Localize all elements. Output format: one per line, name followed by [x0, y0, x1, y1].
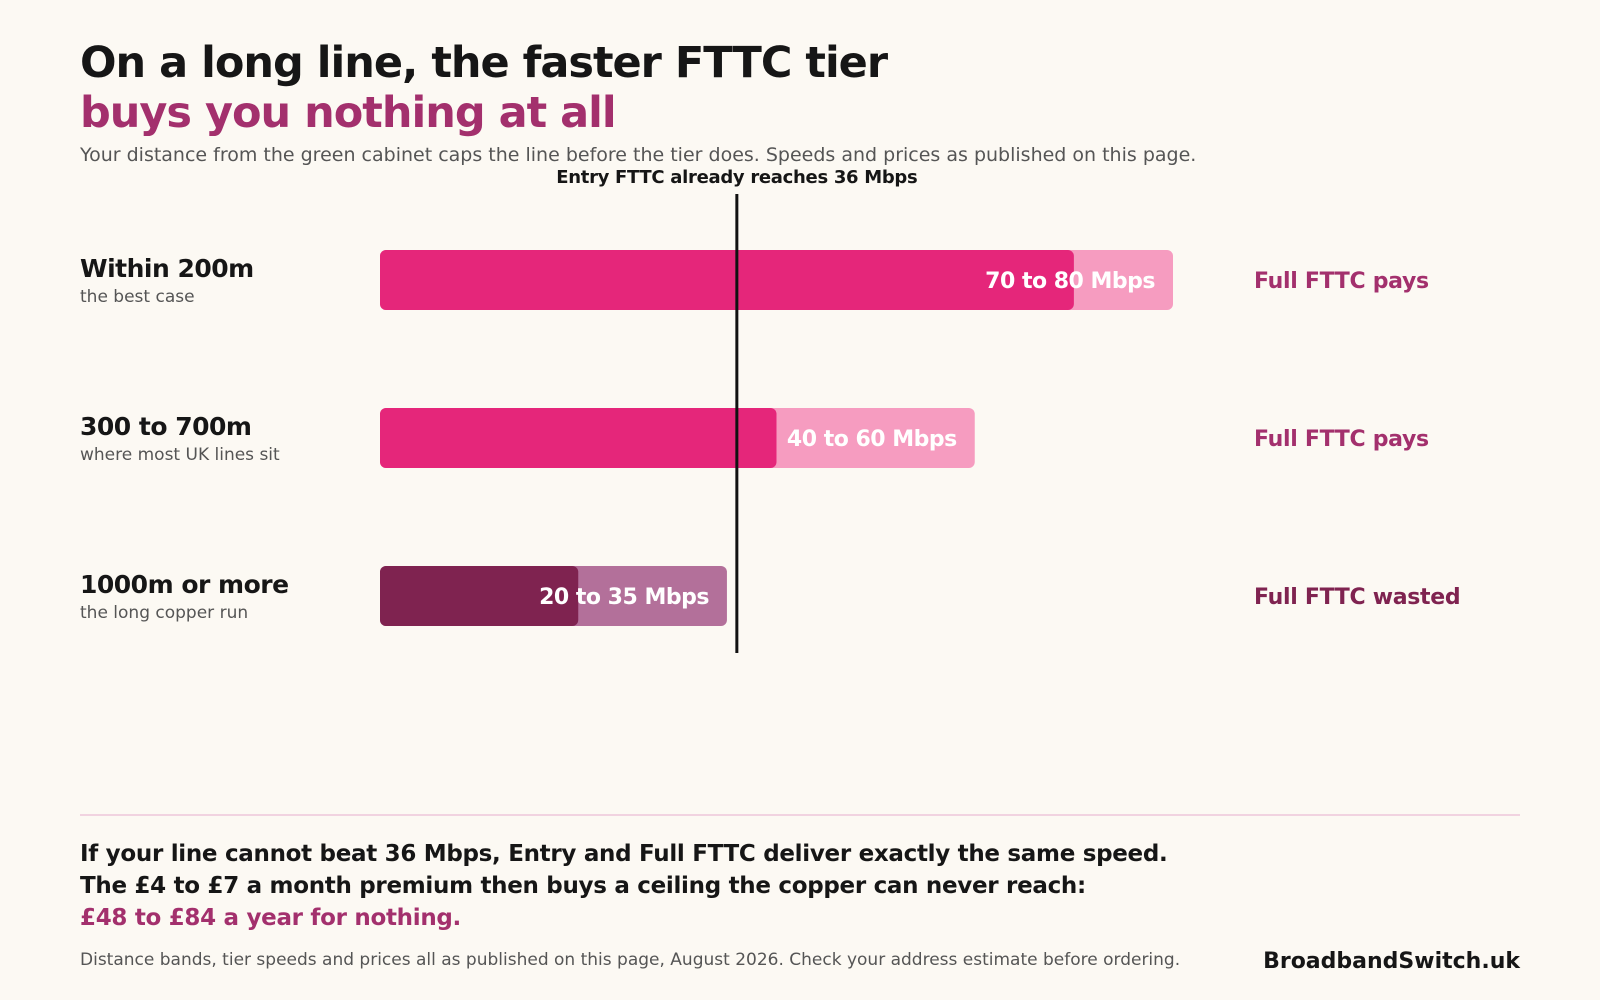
takeaway-line-2: The £4 to £7 a month premium then buys a… [80, 873, 1086, 899]
bar-value-label: 20 to 35 Mbps [539, 585, 709, 610]
footnote: Distance bands, tier speeds and prices a… [80, 950, 1181, 970]
row-sublabel: the best case [80, 287, 195, 307]
row-label: 300 to 700m [80, 412, 251, 441]
takeaway-line-1: If your line cannot beat 36 Mbps, Entry … [80, 841, 1168, 867]
row-verdict: Full FTTC pays [1254, 427, 1429, 452]
chart-subtitle: Your distance from the green cabinet cap… [80, 144, 1197, 166]
row-label: 1000m or more [80, 570, 289, 599]
takeaway: If your line cannot beat 36 Mbps, Entry … [80, 838, 1168, 934]
row-sublabel: where most UK lines sit [80, 445, 280, 465]
bar-value-label: 70 to 80 Mbps [985, 269, 1155, 294]
row-sublabel: the long copper run [80, 603, 248, 623]
range-bar-chart: 70 to 80 Mbps Within 200m the best case Ful… [80, 167, 1461, 653]
takeaway-line-3: £48 to £84 a year for nothing. [80, 905, 461, 931]
chart-title-highlight: buys you nothing at all [80, 88, 617, 138]
bar-range-low [380, 566, 579, 626]
row-verdict: Full FTTC wasted [1254, 585, 1460, 610]
brand-logo-text[interactable]: BroadbandSwitch.uk [1263, 949, 1520, 974]
row-label: Within 200m [80, 254, 254, 283]
bar-range-low [380, 408, 777, 468]
divider [80, 814, 1520, 816]
chart-title: On a long line, the faster FTTC tier [80, 38, 888, 88]
row-verdict: Full FTTC pays [1254, 269, 1429, 294]
bar-value-label: 40 to 60 Mbps [787, 427, 957, 452]
bar-range-low [380, 250, 1074, 310]
reference-line-label: Entry FTTC already reaches 36 Mbps [556, 167, 917, 188]
